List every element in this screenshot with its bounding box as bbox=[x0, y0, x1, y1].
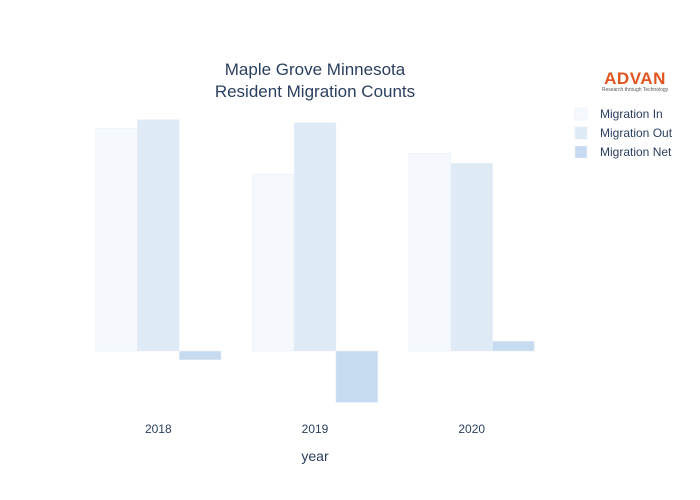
x-axis-title: year bbox=[301, 448, 329, 464]
x-tick-2019: 2019 bbox=[302, 422, 329, 436]
legend[interactable]: Migration In Migration Out Migration Net bbox=[574, 107, 673, 159]
bar-migration-in-2019[interactable] bbox=[252, 173, 295, 352]
advan-logo: ADVAN Research through Technology bbox=[602, 69, 669, 93]
x-tick-2020: 2020 bbox=[458, 422, 485, 436]
legend-swatch bbox=[574, 126, 588, 140]
bar-migration-in-2020[interactable] bbox=[408, 153, 452, 352]
bar-migration-in-2018[interactable] bbox=[95, 128, 138, 352]
chart-title: Maple Grove Minnesota Resident Migration… bbox=[215, 60, 415, 101]
bar-migration-net-2019[interactable] bbox=[335, 350, 378, 403]
chart-title-line-2: Resident Migration Counts bbox=[215, 82, 415, 101]
legend-label: Migration Out bbox=[600, 126, 673, 140]
legend-item-migration-net[interactable]: Migration Net bbox=[574, 145, 672, 159]
logo-tagline: Research through Technology bbox=[602, 87, 669, 93]
x-tick-labels: 2018 2019 2020 bbox=[145, 422, 485, 436]
legend-item-migration-out[interactable]: Migration Out bbox=[574, 126, 673, 140]
x-tick-2018: 2018 bbox=[145, 422, 172, 436]
bar-migration-out-2020[interactable] bbox=[450, 163, 493, 352]
chart-title-line-1: Maple Grove Minnesota bbox=[225, 60, 406, 79]
bar-migration-out-2018[interactable] bbox=[137, 119, 180, 352]
bar-migration-net-2020[interactable] bbox=[492, 340, 535, 352]
legend-label: Migration In bbox=[600, 107, 663, 121]
logo-wordmark: ADVAN bbox=[604, 69, 666, 88]
legend-swatch bbox=[574, 107, 588, 121]
bar-migration-out-2019[interactable] bbox=[293, 122, 337, 352]
legend-label: Migration Net bbox=[600, 145, 672, 159]
legend-item-migration-in[interactable]: Migration In bbox=[574, 107, 663, 121]
bar-migration-net-2018[interactable] bbox=[178, 350, 222, 361]
bars-layer bbox=[95, 119, 535, 403]
legend-swatch bbox=[574, 145, 588, 159]
